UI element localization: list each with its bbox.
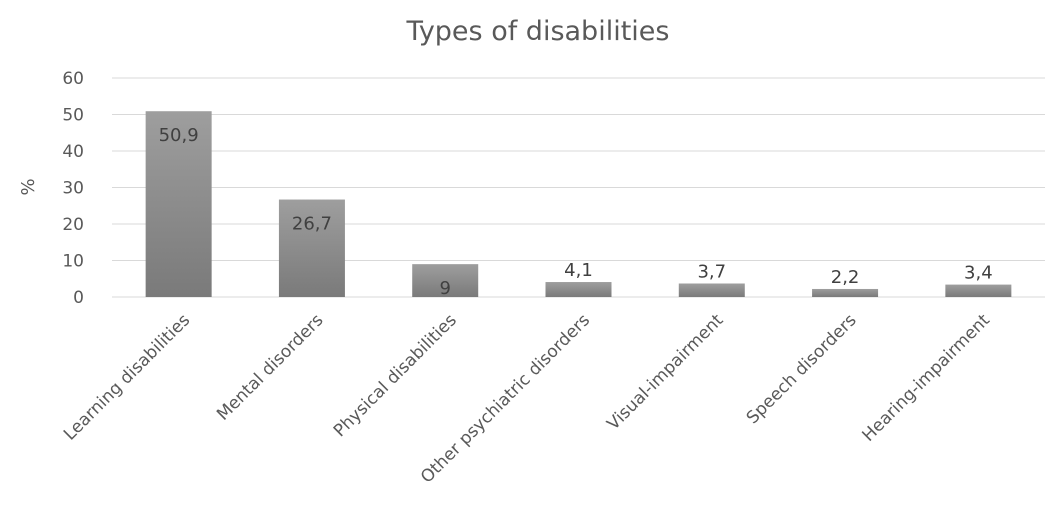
bar: [145, 111, 212, 297]
data-label: 50,9: [159, 125, 199, 146]
chart-title: Types of disabilities: [406, 16, 670, 47]
y-tick-label: 50: [62, 106, 84, 126]
data-labels: 50,9 26,7 9 4,1 3,7 2,2 3,4: [159, 125, 993, 299]
x-axis-categories: Learning disabilities Mental disorders Phy…: [60, 310, 994, 487]
x-category-label: Visual-impairment: [603, 310, 727, 434]
bar: [945, 284, 1012, 297]
bar: [278, 199, 345, 297]
y-axis-title: %: [18, 178, 39, 195]
bar: [678, 283, 745, 297]
y-axis-ticks: 0 10 20 30 40 50 60: [62, 69, 84, 308]
data-label: 4,1: [564, 260, 593, 281]
bar: [545, 282, 612, 297]
y-tick-label: 20: [62, 215, 84, 235]
data-label: 26,7: [292, 214, 332, 235]
x-category-label: Learning disabilities: [60, 310, 194, 444]
gridlines: [112, 77, 1045, 298]
data-label: 3,7: [697, 261, 726, 282]
data-label: 3,4: [964, 263, 993, 284]
bar: [412, 264, 479, 297]
bars: [145, 111, 1012, 297]
data-label: 2,2: [831, 267, 860, 288]
y-tick-label: 40: [62, 142, 84, 162]
y-tick-label: 10: [62, 252, 84, 272]
y-tick-label: 0: [73, 288, 84, 308]
y-tick-label: 30: [62, 179, 84, 199]
x-category-label: Physical disabilities: [330, 310, 461, 441]
bar: [812, 288, 879, 297]
x-category-label: Mental disorders: [213, 310, 327, 424]
x-category-label: Hearing-impairment: [859, 310, 995, 446]
x-category-label: Speech disorders: [743, 310, 861, 428]
y-tick-label: 60: [62, 69, 84, 89]
data-label: 9: [439, 278, 450, 299]
